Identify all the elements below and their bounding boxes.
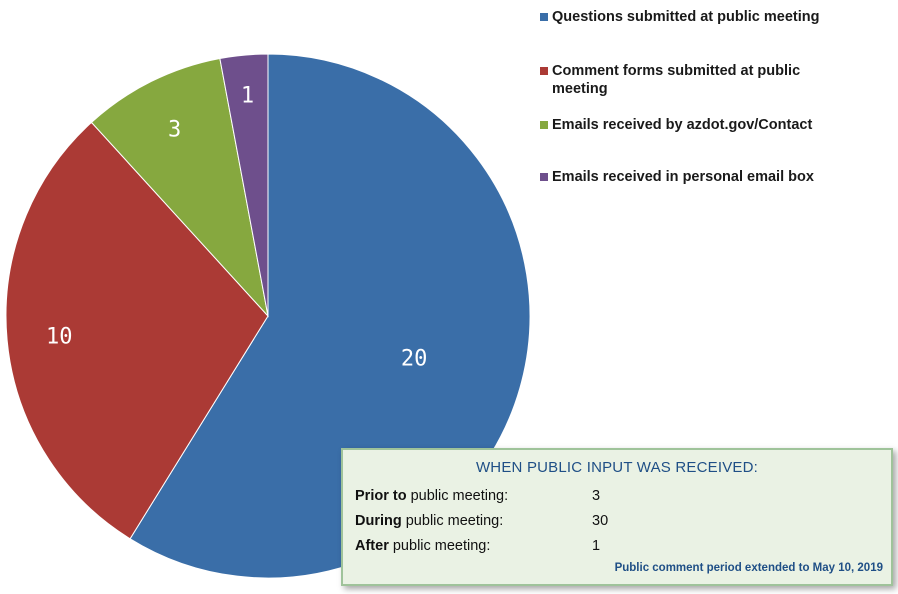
input-row-after-value: 1 [592, 538, 601, 554]
legend-label-comment-forms: Comment forms submitted at public meetin… [552, 63, 801, 97]
pie-slice-comment-forms [5, 121, 269, 540]
input-row-after-bold: After [355, 538, 389, 554]
legend-swatch-personal-emails [540, 173, 548, 181]
input-row-prior-bold: Prior to [355, 488, 407, 504]
pie-slice-label-personal-emails: 1 [241, 83, 254, 108]
input-row-after: After public meeting: [355, 538, 490, 554]
legend-swatch-azdot-emails [540, 121, 548, 129]
input-row-prior: Prior to public meeting: [355, 488, 508, 504]
pie-slices [5, 53, 531, 579]
pie-slice-label-comment-forms: 10 [46, 324, 73, 349]
legend-label-azdot-emails: Emails received by azdot.gov/Contact [552, 117, 813, 133]
comment-period-footnote: Public comment period extended to May 10… [614, 562, 883, 574]
legend-item-comment-forms: Comment forms submitted at public meetin… [540, 62, 852, 98]
pie-slice-label-azdot-emails: 3 [168, 117, 181, 142]
pie-chart: 20 10 3 1 [5, 53, 531, 579]
input-row-prior-rest: public meeting: [406, 488, 509, 504]
pie-slice-questions [129, 53, 531, 579]
input-row-after-rest: public meeting: [388, 538, 491, 554]
input-timing-box: WHEN PUBLIC INPUT WAS RECEIVED: Prior to… [341, 448, 893, 586]
legend-label-questions: Questions submitted at public meeting [552, 9, 820, 25]
input-row-during: During public meeting: [355, 513, 503, 529]
legend-label-personal-emails: Emails received in personal email box [552, 169, 814, 185]
legend-swatch-comment-forms [540, 67, 548, 75]
legend-swatch-questions [540, 13, 548, 21]
input-timing-title: WHEN PUBLIC INPUT WAS RECEIVED: [475, 459, 759, 476]
legend-item-questions: Questions submitted at public meeting [540, 8, 872, 26]
pie-slice-personal-emails [219, 53, 269, 317]
input-row-during-value: 30 [592, 513, 609, 529]
legend-item-personal-emails: Emails received in personal email box [540, 168, 872, 186]
pie-slice-labels: 20 10 3 1 [46, 83, 427, 371]
input-row-prior-value: 3 [592, 488, 601, 504]
legend-item-azdot-emails: Emails received by azdot.gov/Contact [540, 116, 872, 134]
input-row-during-rest: public meeting: [401, 513, 504, 529]
pie-slice-azdot-emails [90, 57, 269, 318]
pie-slice-label-questions: 20 [401, 347, 428, 372]
input-row-during-bold: During [355, 513, 402, 529]
